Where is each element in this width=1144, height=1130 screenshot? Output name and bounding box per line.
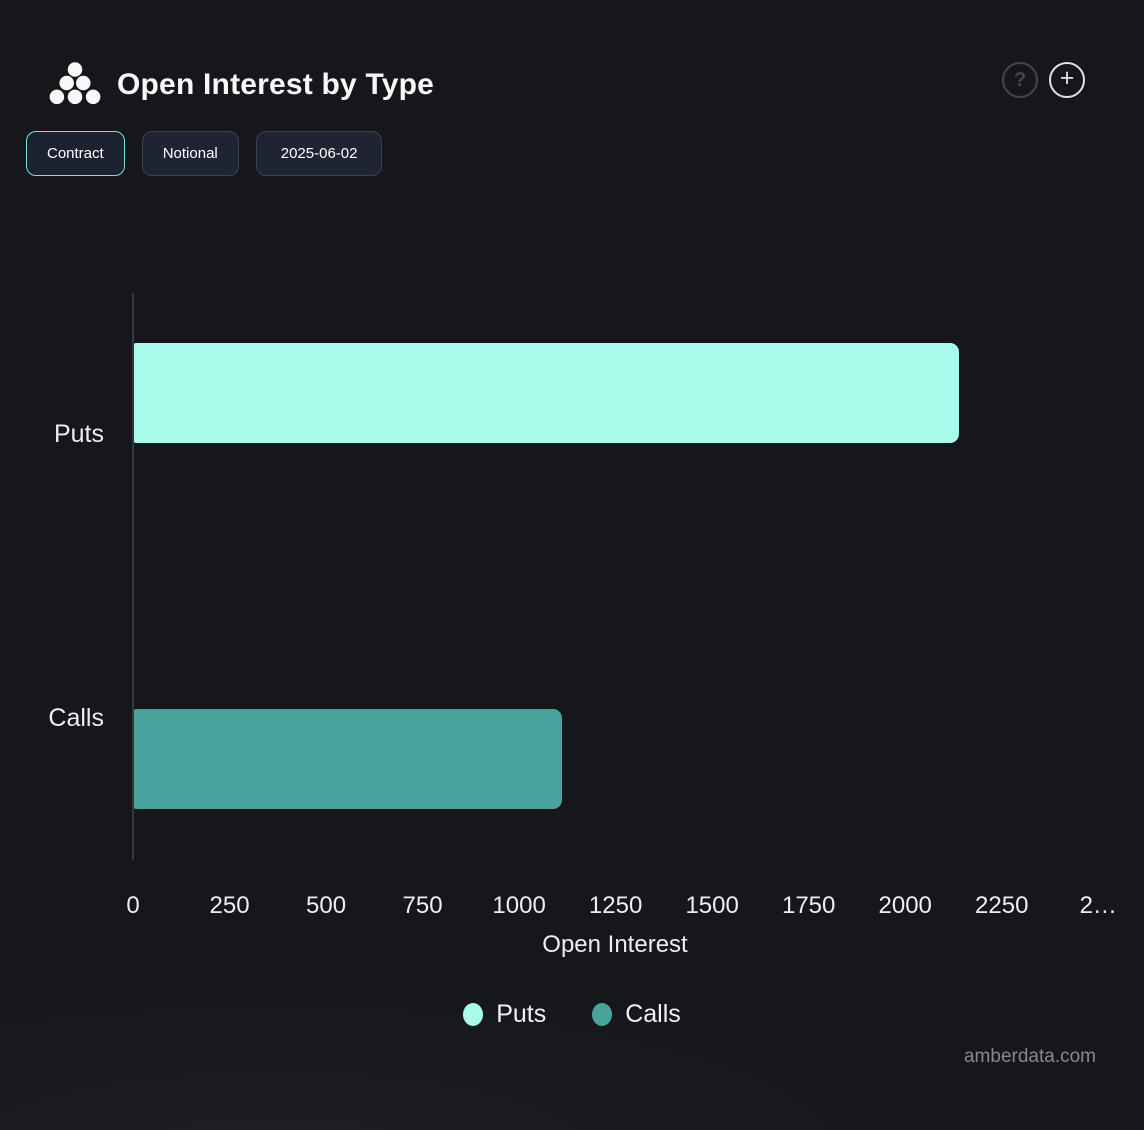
amberdata-watermark: amberdata.com bbox=[963, 1046, 1096, 1067]
legend-item-calls[interactable]: Calls bbox=[592, 999, 681, 1029]
y-axis-label-puts: Puts bbox=[53, 420, 104, 448]
x-tick-label: 1750 bbox=[781, 892, 836, 919]
x-tick-label: 1250 bbox=[588, 892, 643, 919]
legend-dot-icon bbox=[592, 1002, 613, 1026]
legend-label: Calls bbox=[625, 1000, 681, 1028]
amberdata-logo-icon bbox=[49, 62, 101, 105]
toggle-notional-button[interactable]: Notional bbox=[141, 131, 239, 176]
page-title: Open Interest by Type bbox=[117, 68, 435, 101]
x-tick-label: 1000 bbox=[492, 892, 546, 919]
x-tick-label: 750 bbox=[402, 892, 443, 919]
y-axis-line bbox=[132, 293, 134, 860]
chart-legend: Puts Calls bbox=[0, 999, 1144, 1029]
help-button[interactable]: ? bbox=[1002, 62, 1038, 98]
x-axis-title: Open Interest bbox=[542, 931, 688, 958]
legend-label: Puts bbox=[496, 1000, 547, 1028]
x-tick-label: 2… bbox=[1079, 892, 1117, 919]
bar-puts[interactable] bbox=[134, 343, 960, 443]
chart-mode-toggle-row: Contract Notional 2025-06-02 bbox=[26, 131, 383, 176]
date-picker-button[interactable]: 2025-06-02 bbox=[255, 131, 383, 176]
legend-dot-icon bbox=[463, 1002, 484, 1026]
x-tick-label: 500 bbox=[306, 892, 347, 919]
toggle-contract-button[interactable]: Contract bbox=[26, 131, 125, 176]
y-axis-label-calls: Calls bbox=[48, 704, 104, 732]
plus-icon: + bbox=[1059, 64, 1075, 92]
x-tick-label: 1500 bbox=[685, 892, 739, 919]
question-mark-icon: ? bbox=[1013, 68, 1027, 91]
add-button[interactable]: + bbox=[1049, 62, 1085, 98]
x-tick-label: 2250 bbox=[975, 892, 1029, 919]
bar-calls[interactable] bbox=[134, 709, 562, 809]
legend-item-puts[interactable]: Puts bbox=[463, 999, 546, 1029]
x-tick-label: 250 bbox=[209, 892, 250, 919]
x-tick-label: 2000 bbox=[878, 892, 932, 919]
x-tick-label: 0 bbox=[126, 892, 140, 919]
